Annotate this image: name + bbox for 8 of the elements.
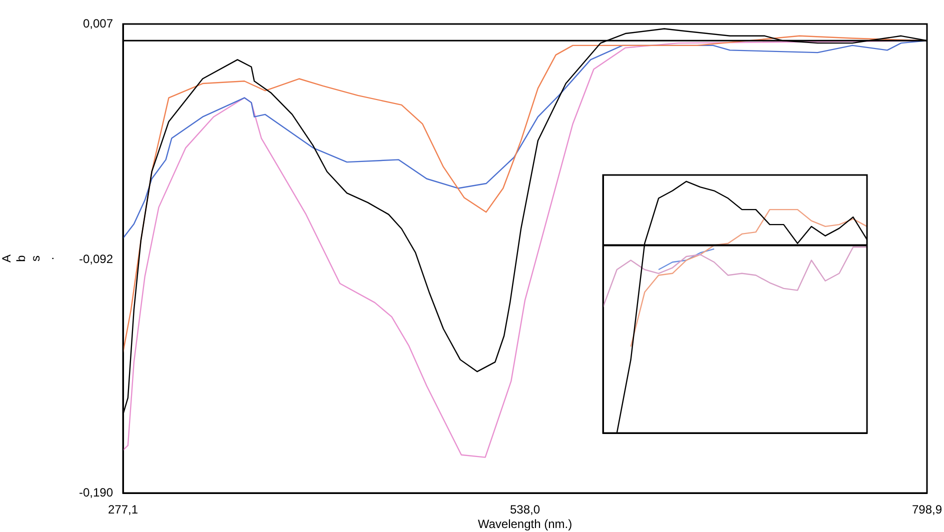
- x-tick-label: 277,1: [108, 502, 138, 517]
- x-axis-title: Wavelength (nm.): [478, 517, 572, 532]
- y-tick-label: -0,190: [78, 485, 114, 500]
- y-tick-label: 0,007: [82, 16, 114, 30]
- y-axis-title: Abs.: [0, 254, 57, 263]
- x-tick-label: 538,0: [510, 502, 540, 517]
- y-tick-label: -0,092: [78, 252, 114, 266]
- x-tick-label: 798,9: [912, 502, 942, 517]
